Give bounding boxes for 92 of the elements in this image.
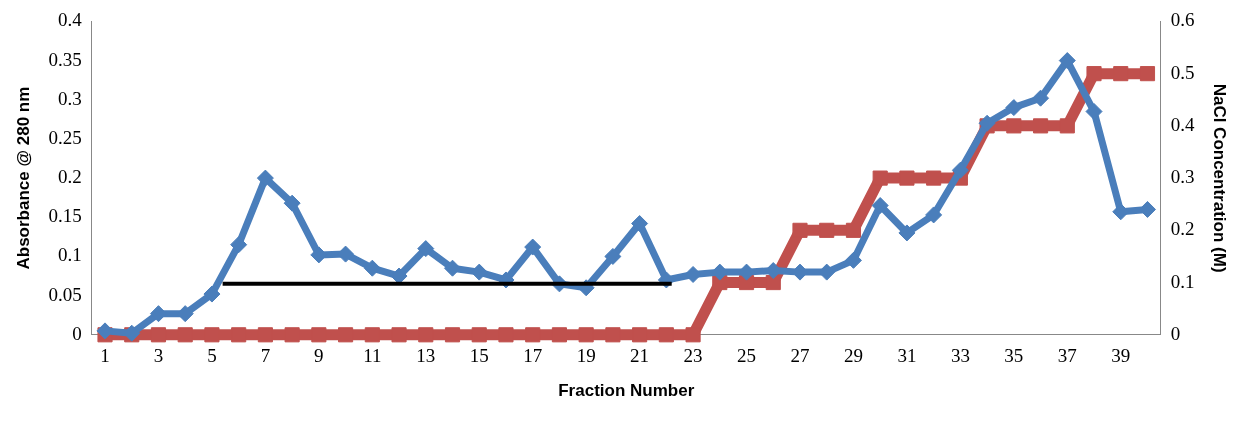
y-tick-label: 0 — [72, 322, 82, 344]
x-tick-label: 37 — [1057, 345, 1077, 367]
x-axis-title: Fraction Number — [558, 381, 695, 401]
point — [899, 170, 915, 186]
point — [872, 170, 888, 186]
point — [898, 224, 916, 242]
y-tick-label: 0.15 — [48, 205, 82, 227]
x-tick-label: 23 — [683, 345, 703, 367]
x-tick-label: 21 — [630, 345, 650, 367]
point — [1032, 89, 1050, 107]
x-tick-label: 25 — [737, 345, 757, 367]
y2-tick-label: 0.2 — [1170, 218, 1195, 240]
point — [578, 327, 594, 343]
point — [391, 327, 407, 343]
point — [631, 215, 649, 233]
x-tick-label: 35 — [1004, 345, 1024, 367]
point — [177, 327, 193, 343]
point — [498, 327, 514, 343]
point — [792, 222, 808, 238]
point — [230, 236, 248, 254]
x-tick-label: 31 — [897, 345, 917, 367]
point — [1058, 52, 1076, 70]
point — [1005, 99, 1023, 117]
y-axis-title: Absorbance @ 280 nm — [13, 86, 33, 270]
x-tick-label: 39 — [1111, 345, 1131, 367]
x-tick-label: 3 — [153, 345, 164, 367]
x-tick-label: 1 — [100, 345, 110, 367]
point — [604, 247, 622, 265]
y-tick-label: 0.25 — [48, 126, 82, 148]
point — [819, 222, 835, 238]
x-tick-label: 19 — [576, 345, 596, 367]
point — [871, 197, 889, 215]
point — [978, 114, 996, 132]
y-tick-label: 0.1 — [57, 244, 82, 266]
point — [256, 169, 274, 187]
point — [551, 327, 567, 343]
y-tick-label: 0.4 — [57, 9, 83, 31]
point — [284, 327, 300, 343]
point — [685, 327, 701, 343]
point — [524, 238, 542, 256]
point — [150, 327, 167, 343]
point — [925, 206, 943, 224]
x-tick-label: 7 — [260, 345, 271, 367]
point — [1006, 118, 1022, 134]
x-tick-label: 5 — [207, 345, 217, 367]
x-tick-label: 9 — [314, 345, 324, 367]
y-tick-label: 0.35 — [48, 48, 82, 70]
y-tick-label: 0.05 — [48, 283, 82, 305]
point — [525, 327, 541, 343]
y2-tick-label: 0.5 — [1170, 61, 1195, 83]
x-tick-label: 13 — [416, 345, 436, 367]
y2-tick-label: 0.3 — [1170, 166, 1195, 188]
point — [605, 327, 621, 343]
x-tick-label: 33 — [950, 345, 970, 367]
point — [845, 222, 862, 238]
point — [1139, 66, 1156, 82]
point — [257, 327, 273, 343]
x-tick-label: 29 — [843, 345, 863, 367]
point — [1113, 66, 1129, 82]
point — [951, 161, 969, 179]
point — [844, 251, 862, 269]
y2-tick-label: 0.4 — [1170, 113, 1196, 135]
y2-tick-label: 0 — [1170, 322, 1181, 344]
y2-tick-label: 0.6 — [1170, 9, 1195, 31]
point — [338, 327, 354, 343]
point — [204, 327, 220, 343]
x-tick-label: 27 — [790, 345, 810, 367]
point — [363, 259, 381, 277]
point — [926, 170, 942, 186]
point — [471, 327, 487, 343]
point — [418, 327, 434, 343]
point — [632, 327, 648, 343]
y-tick-label: 0.2 — [57, 166, 82, 188]
x-tick-label: 11 — [363, 345, 382, 367]
y2-tick-label: 0.1 — [1170, 270, 1195, 292]
point — [417, 240, 435, 258]
point — [283, 194, 301, 212]
point — [1085, 103, 1103, 120]
point — [364, 327, 380, 343]
y2-axis-title: NaCl Concentration (M) — [1210, 83, 1230, 273]
x-tick-label: 17 — [523, 345, 543, 367]
x-tick-label: 15 — [469, 345, 489, 367]
point — [1032, 118, 1049, 134]
point — [444, 327, 461, 343]
point — [311, 327, 327, 343]
point — [658, 327, 674, 343]
y-tick-label: 0.3 — [57, 87, 82, 109]
point — [231, 327, 247, 343]
point — [1086, 66, 1102, 82]
point — [1059, 118, 1075, 134]
point — [765, 275, 781, 291]
point — [203, 285, 221, 303]
